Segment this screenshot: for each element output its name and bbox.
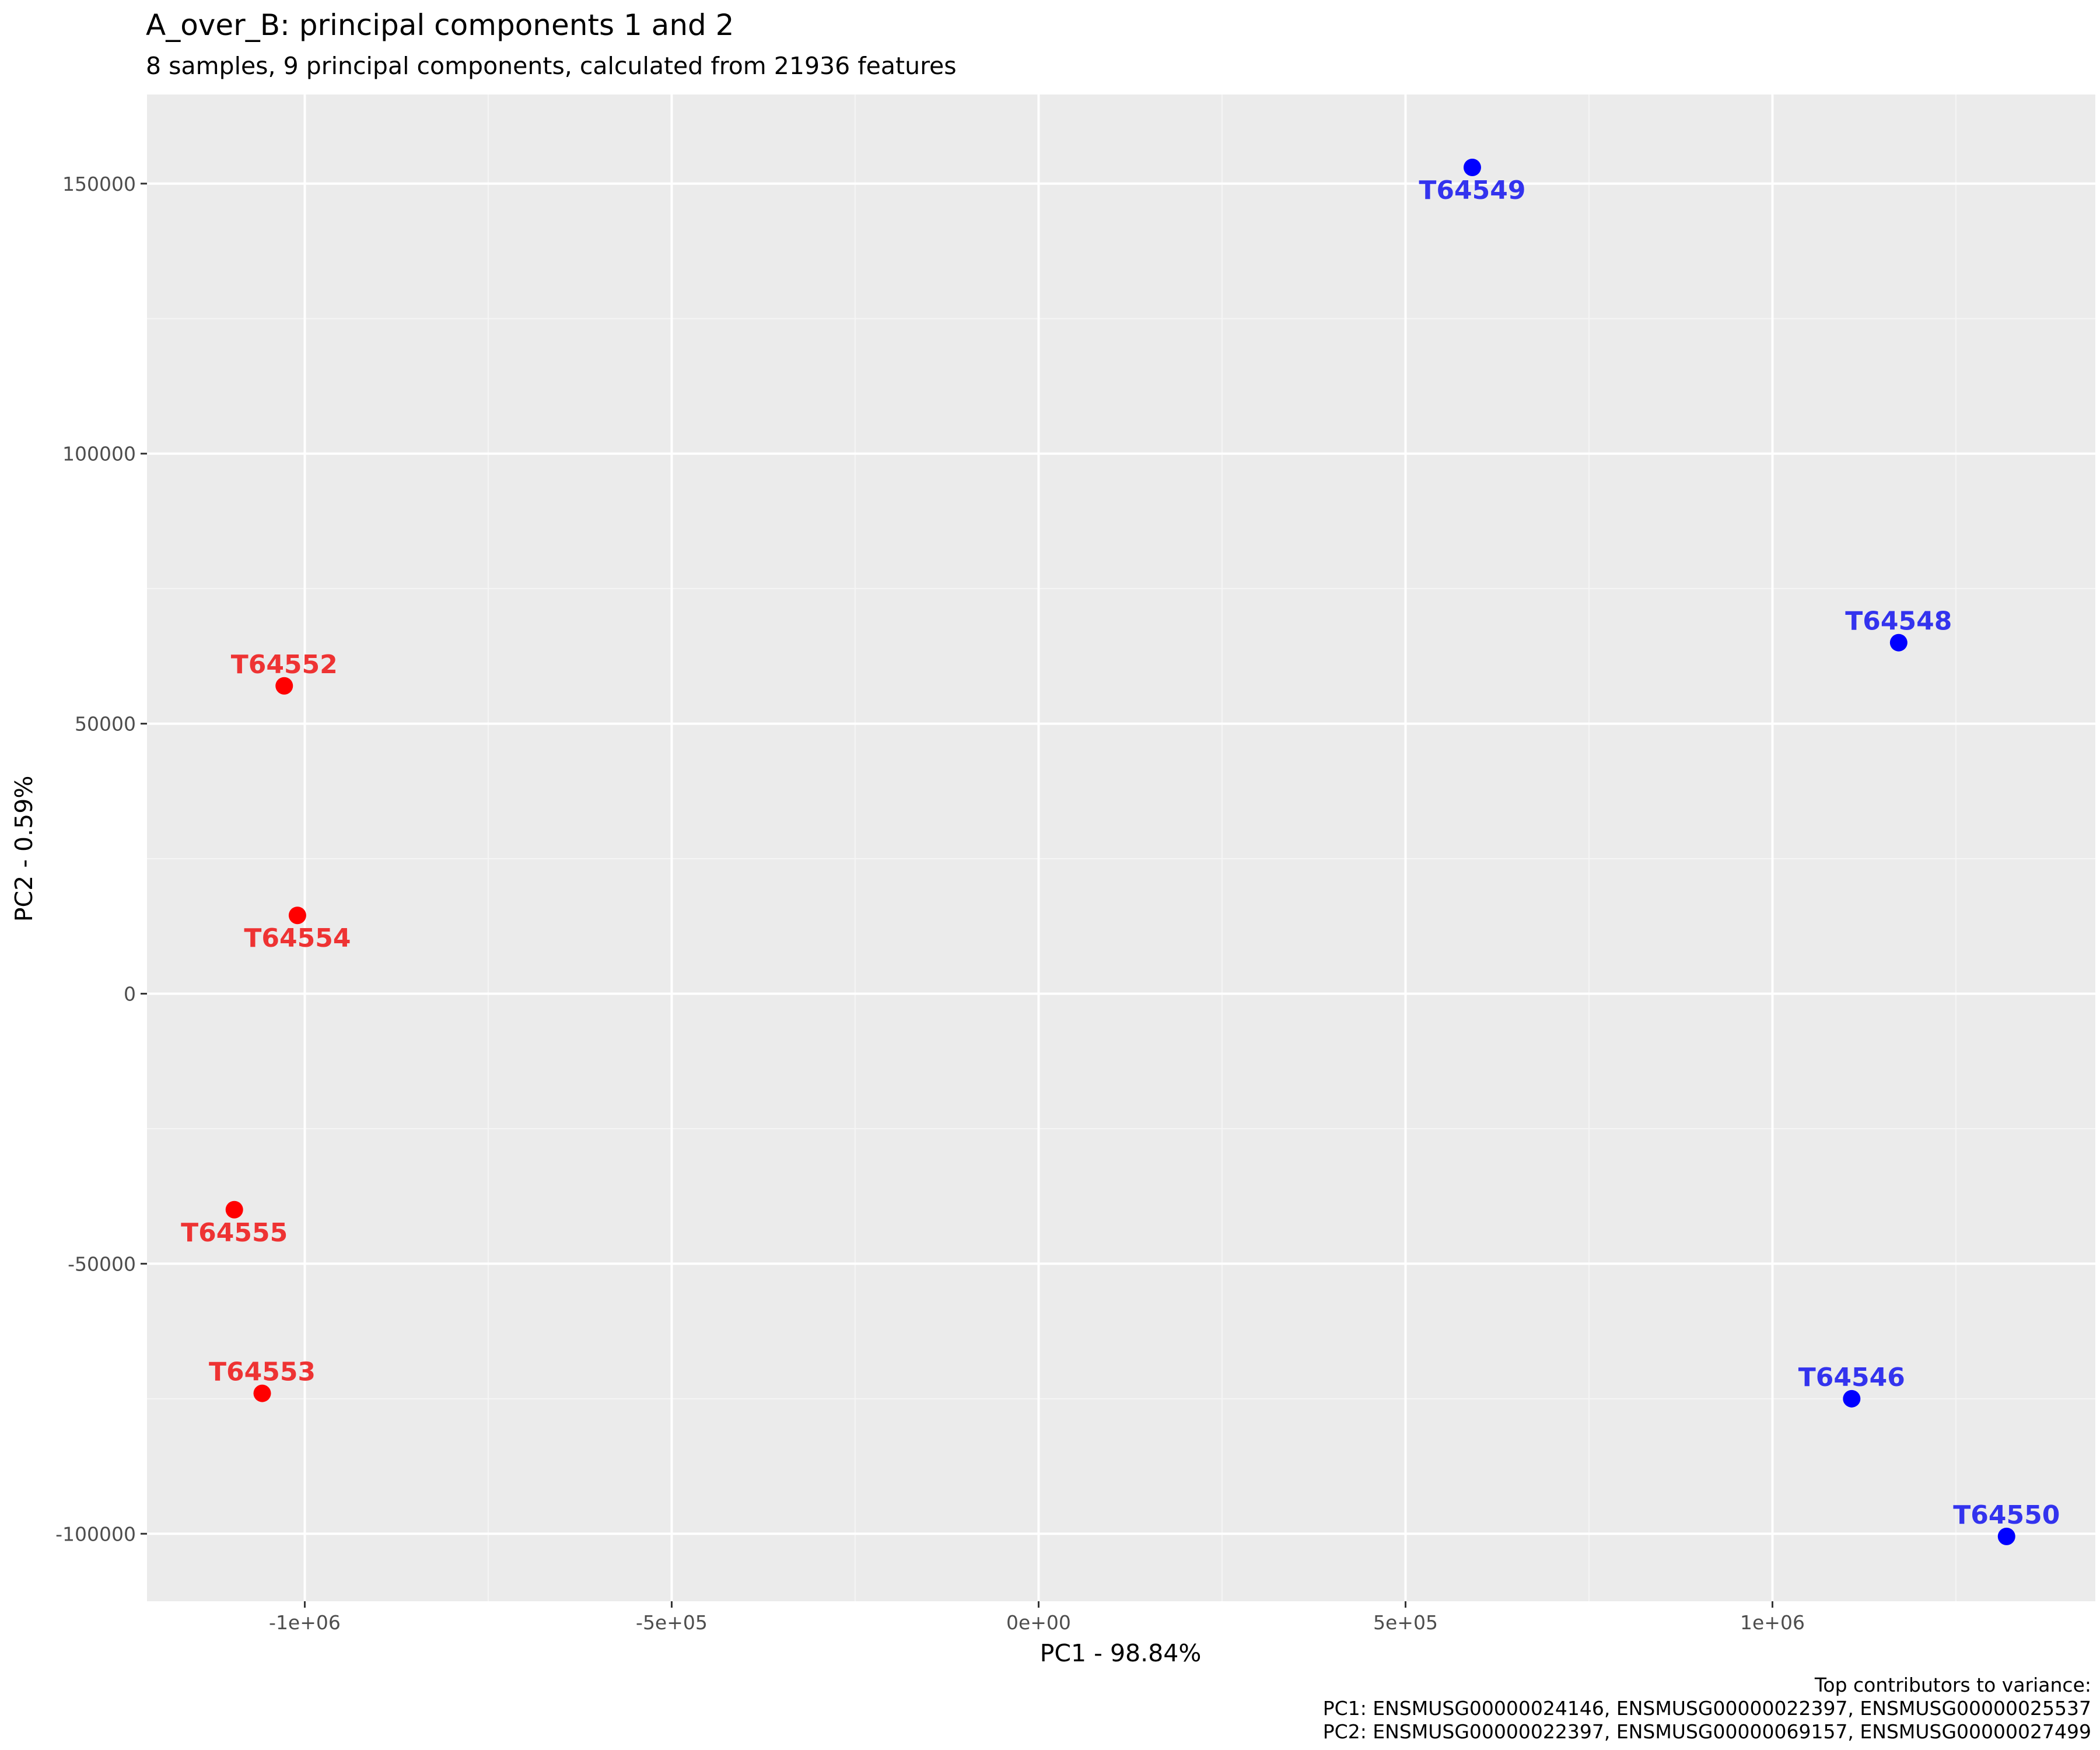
chart-title: A_over_B: principal components 1 and 2	[146, 8, 734, 42]
major-gridlines	[147, 94, 2095, 1601]
x-axis: -1e+06 -5e+05 0e+00 5e+05 1e+06	[269, 1601, 1805, 1634]
x-tick-label: 0e+00	[1006, 1611, 1071, 1634]
point-label: T64553	[209, 1357, 316, 1387]
point-label: T64554	[244, 923, 351, 953]
point-labels: T64552 T64554 T64555 T64553 T64549 T64548 T645…	[181, 176, 2060, 1530]
minor-gridlines	[147, 94, 2095, 1601]
data-point	[1463, 158, 1481, 176]
y-axis-title: PC2 - 0.59%	[10, 776, 38, 922]
point-label: T64548	[1845, 607, 1952, 636]
data-points	[225, 158, 2015, 1545]
chart-subtitle: 8 samples, 9 principal components, calcu…	[146, 52, 957, 80]
y-tick-label: 50000	[75, 713, 136, 736]
y-tick-label: 150000	[62, 173, 136, 195]
caption-heading: Top contributors to variance:	[1814, 1674, 2091, 1696]
y-tick-label: 0	[124, 982, 136, 1005]
y-tick-label: 100000	[62, 443, 136, 466]
data-point	[225, 1200, 243, 1219]
x-tick-label: 5e+05	[1373, 1611, 1438, 1634]
y-tick-label: -50000	[68, 1252, 136, 1275]
data-point	[288, 907, 306, 925]
x-tick-label: -5e+05	[636, 1611, 708, 1634]
data-point	[1889, 634, 1908, 652]
data-point	[1997, 1527, 2015, 1545]
caption-pc2: PC2: ENSMUSG00000022397, ENSMUSG00000069…	[1323, 1720, 2091, 1743]
data-point	[1843, 1390, 1861, 1408]
point-label: T64549	[1419, 176, 1525, 205]
x-axis-title: PC1 - 98.84%	[1040, 1639, 1202, 1667]
y-axis: -100000 -50000 0 50000 100000 150000	[55, 173, 147, 1545]
data-point	[253, 1384, 271, 1402]
plot-panel	[147, 94, 2095, 1601]
x-tick-label: -1e+06	[269, 1611, 341, 1634]
point-label: T64555	[181, 1218, 288, 1248]
caption-pc1: PC1: ENSMUSG00000024146, ENSMUSG00000022…	[1323, 1697, 2091, 1720]
data-point	[275, 677, 293, 695]
point-label: T64550	[1953, 1500, 2060, 1530]
point-label: T64546	[1798, 1363, 1905, 1392]
y-tick-label: -100000	[55, 1522, 136, 1545]
x-tick-label: 1e+06	[1740, 1611, 1805, 1634]
point-label: T64552	[231, 650, 338, 680]
